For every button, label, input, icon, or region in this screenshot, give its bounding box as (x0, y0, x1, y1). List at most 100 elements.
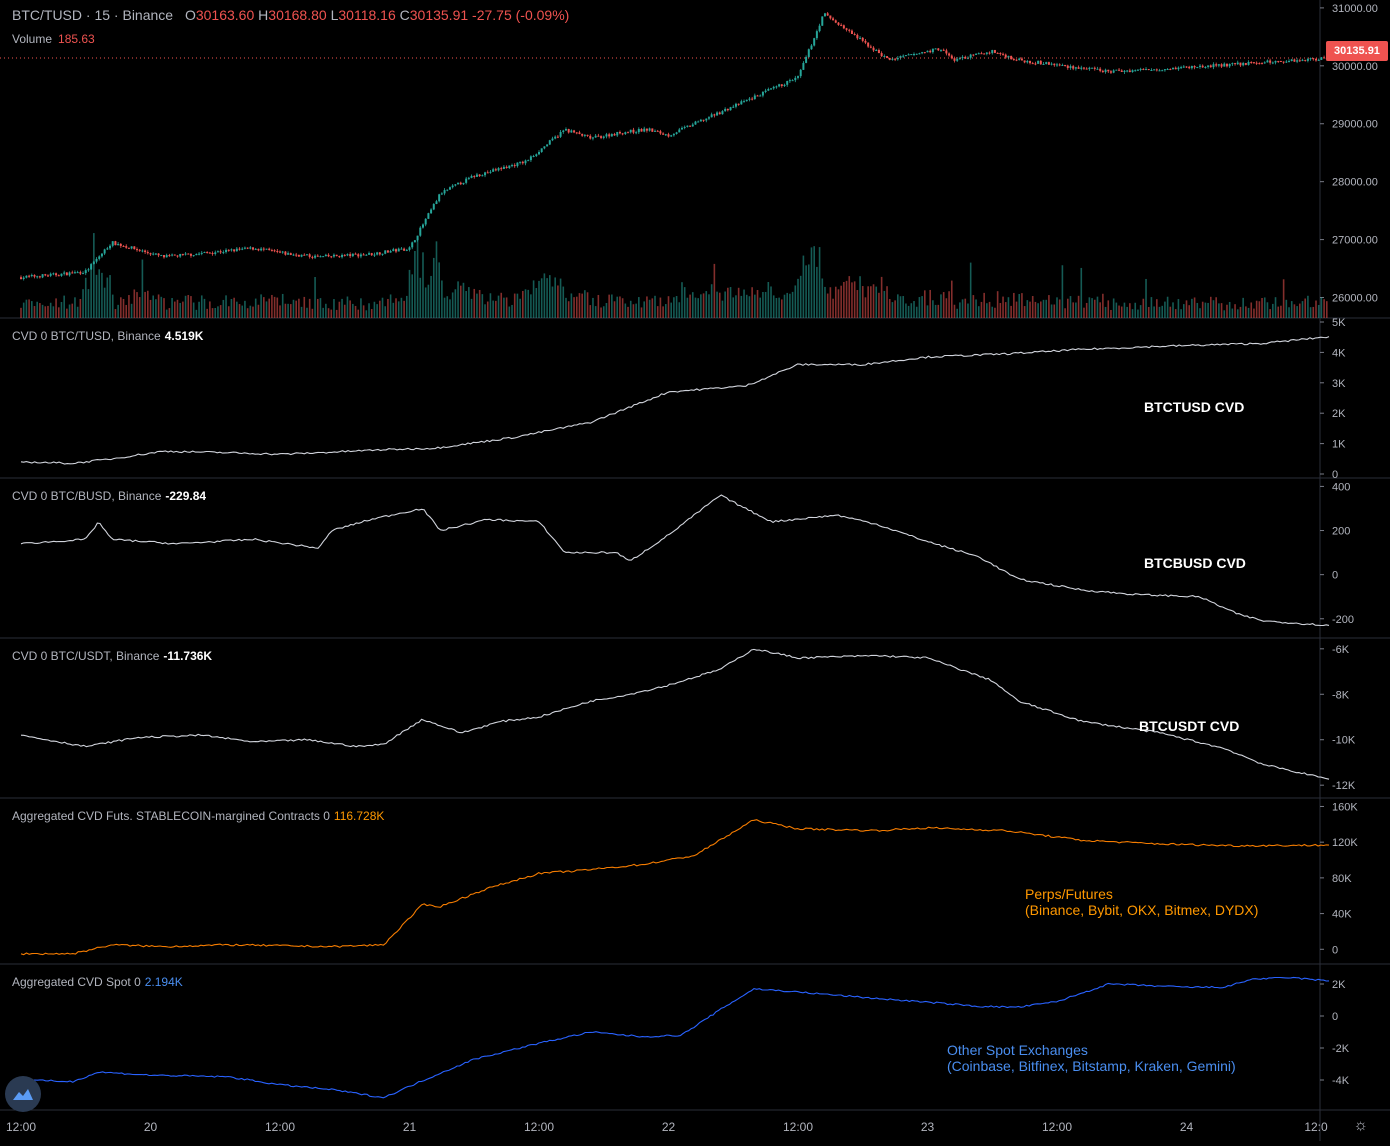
y-tick-label-pane1: 1K (1332, 439, 1346, 451)
candle-body (225, 249, 228, 253)
volume-bar (551, 286, 554, 318)
volume-bar (217, 306, 219, 318)
pane-legend-usdt[interactable]: CVD 0 BTC/USDT, Binance -11.736K (12, 649, 212, 663)
volume-bar (87, 289, 90, 318)
candle-body (60, 273, 63, 276)
candle-body (689, 125, 692, 127)
candle-body (1012, 59, 1015, 61)
candle-body (252, 247, 255, 250)
candle-body (1180, 67, 1183, 69)
volume-bar (60, 302, 63, 318)
candle-body (260, 248, 263, 251)
volume-bar (128, 295, 130, 318)
pane-legend-spot[interactable]: Aggregated CVD Spot 0 2.194K (12, 975, 183, 989)
volume-bar (977, 306, 980, 318)
volume-bar (1118, 305, 1120, 318)
candle-body (362, 254, 365, 256)
volume-bar (759, 297, 762, 318)
y-tick-label-pane3: -12K (1332, 780, 1356, 792)
volume-legend[interactable]: Volume 185.63 (12, 32, 95, 46)
tradingview-logo-icon[interactable] (5, 1076, 41, 1112)
candle-body (907, 54, 910, 56)
volume-bar (44, 306, 47, 318)
volume-bar (608, 294, 610, 318)
volume-bar (484, 304, 486, 318)
gear-icon[interactable]: ☼ (1353, 1117, 1368, 1134)
volume-bar (33, 306, 36, 318)
candle-body (667, 134, 670, 137)
volume-bar (211, 308, 214, 318)
candle-body (1236, 62, 1239, 65)
volume-bar (55, 298, 57, 318)
volume-bar (473, 288, 476, 318)
candle-body (597, 135, 600, 137)
volume-bar (190, 296, 192, 318)
volume-bar (613, 301, 616, 318)
candle-body (654, 130, 657, 132)
candle-body (1023, 60, 1026, 63)
candle-body (438, 194, 441, 202)
volume-bar (505, 297, 508, 318)
volume-bar (999, 303, 1002, 318)
volume-bar (165, 309, 168, 318)
candle-body (319, 256, 322, 258)
candle-body (1320, 57, 1323, 60)
volume-bar (1066, 298, 1069, 318)
volume-bar (554, 277, 556, 318)
candle-body (370, 253, 373, 256)
pane-legend-tusd[interactable]: CVD 0 BTC/TUSD, Binance 4.519K (12, 329, 203, 343)
candle-body (1309, 58, 1312, 60)
candle-body (975, 53, 978, 55)
candle-body (365, 254, 368, 256)
candle-body (1290, 59, 1293, 61)
volume-bar (508, 306, 511, 318)
volume-bar (996, 291, 999, 318)
candle-body (718, 112, 721, 115)
candle-body (1080, 67, 1083, 69)
candle-body (926, 50, 929, 53)
candle-body (581, 133, 584, 136)
time-tick-label: 12:00 (6, 1120, 36, 1134)
volume-bar (252, 306, 254, 318)
candle-body (721, 111, 724, 115)
pane-legend-futures[interactable]: Aggregated CVD Futs. STABLECOIN-margined… (12, 809, 384, 823)
candle-body (484, 172, 487, 176)
candle-body (567, 129, 570, 133)
volume-bar (700, 294, 702, 318)
volume-bar (883, 290, 886, 318)
volume-bar (227, 306, 230, 318)
candle-body (446, 189, 449, 191)
candle-body (279, 251, 281, 253)
candle-body (1050, 63, 1053, 65)
volume-bar (843, 281, 845, 318)
candle-body (1301, 59, 1304, 61)
candle-body (233, 249, 236, 252)
interval-label[interactable]: 15 (94, 7, 111, 23)
annotation-spot: Other Spot Exchanges (Coinbase, Bitfinex… (947, 1042, 1236, 1074)
candle-body (791, 80, 794, 82)
candle-body (527, 160, 530, 162)
candle-body (896, 57, 899, 60)
volume-bar (597, 294, 600, 318)
volume-bar (1040, 301, 1042, 318)
candle-body (726, 108, 729, 111)
pane-legend-busd[interactable]: CVD 0 BTC/BUSD, Binance -229.84 (12, 489, 206, 503)
symbol-name[interactable]: BTC/TUSD (12, 7, 82, 23)
volume-bar (905, 303, 907, 318)
candle-body (1142, 68, 1145, 70)
volume-bar (794, 285, 797, 318)
candle-body (578, 132, 581, 134)
candle-body (292, 254, 295, 256)
candle-body (929, 50, 932, 53)
volume-bar (430, 275, 432, 318)
candle-body (30, 274, 33, 277)
candle-body (904, 55, 907, 57)
candle-body (400, 248, 403, 250)
pane-legend-busd-name: CVD 0 BTC/BUSD, Binance (12, 489, 162, 503)
y-tick-label-pane1: 3K (1332, 378, 1346, 390)
volume-bar (848, 276, 851, 318)
candle-body (440, 193, 443, 195)
candle-body (977, 53, 980, 55)
